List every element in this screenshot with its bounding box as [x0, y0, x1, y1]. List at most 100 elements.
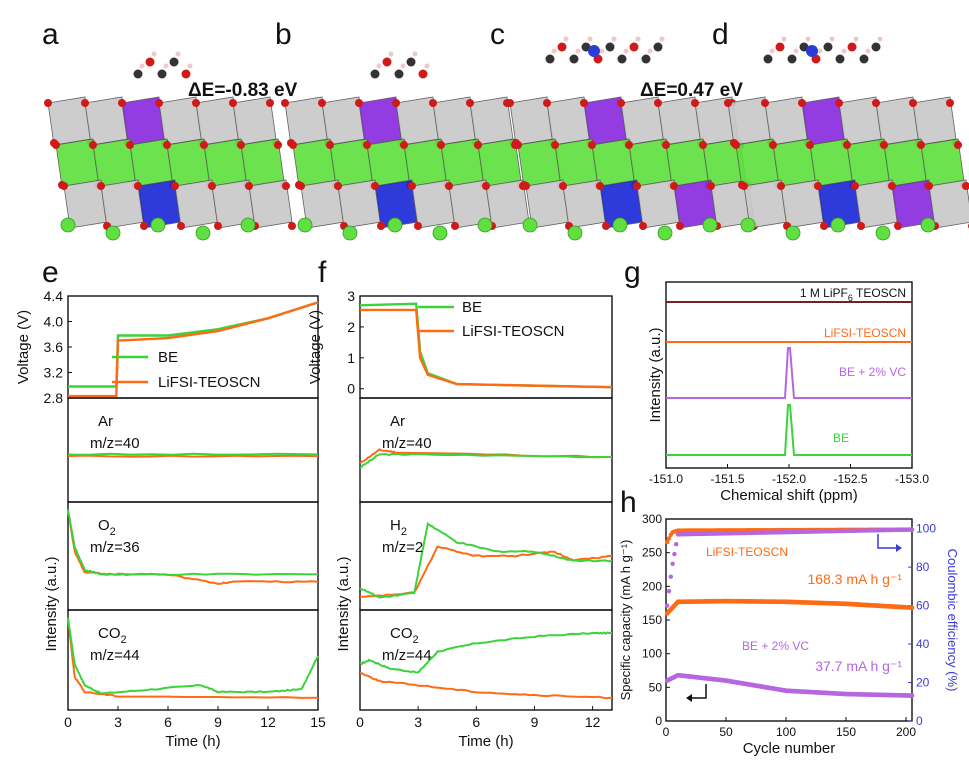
molecule-atom	[593, 54, 603, 64]
lithium-atom	[60, 217, 76, 233]
gas-mz-1: m/z=2	[382, 539, 423, 556]
lithium-atom	[702, 217, 718, 233]
oxygen-atom	[140, 222, 148, 230]
oxygen-atom	[806, 141, 814, 149]
legend-label-lifsi: LiFSI-TEOSCN	[462, 323, 565, 340]
oxygen-atom	[857, 222, 865, 230]
oxygen-atom	[177, 222, 185, 230]
spectrum-line-3	[666, 404, 912, 456]
capacity-point	[909, 605, 915, 611]
x-tick-label: 0	[64, 714, 72, 730]
nitrogen-atom	[806, 45, 818, 57]
oxygen-atom	[445, 182, 453, 190]
oxygen-atom	[894, 222, 902, 230]
oxygen-atom	[522, 182, 530, 190]
label-rest: TEOSCN	[853, 286, 906, 300]
molecule-atom	[370, 69, 380, 79]
x-tick-label: 12	[260, 714, 276, 730]
molecule-atom	[641, 54, 651, 64]
gas-line-be	[359, 452, 612, 469]
lithium-atom	[567, 225, 583, 241]
molecule-atom	[787, 54, 797, 64]
oxygen-atom	[880, 141, 888, 149]
molecule-atom	[763, 54, 773, 64]
oxygen-atom	[429, 99, 437, 107]
hydrogen-atom	[865, 48, 871, 54]
oxygen-atom	[769, 141, 777, 149]
oxygen-atom	[625, 141, 633, 149]
oxygen-atom	[732, 141, 740, 149]
x-tick-label: 6	[472, 714, 480, 730]
oxygen-atom	[482, 182, 490, 190]
subscript: 6	[848, 293, 853, 303]
oxygen-atom	[543, 99, 551, 107]
molecule-atom	[617, 54, 627, 64]
oxygen-atom	[820, 222, 828, 230]
lithium-atom	[740, 217, 756, 233]
lithium-atom	[297, 217, 313, 233]
legend-label-be: BE	[462, 299, 482, 316]
arrow-left-axis	[692, 684, 707, 699]
arrow-head-left	[686, 694, 692, 702]
oxygen-atom	[662, 141, 670, 149]
molecule-atom	[859, 54, 869, 64]
oxygen-atom	[377, 222, 385, 230]
oxygen-atom	[909, 99, 917, 107]
oxygen-atom	[691, 99, 699, 107]
oxygen-atom	[237, 141, 245, 149]
left-tick-label: 150	[642, 613, 662, 627]
panel-h-chart: 0 50 100 150 200 250 300 0 20 40 60 80 100 0 50 100 150 2…	[618, 512, 960, 757]
lithium-atom	[477, 217, 493, 233]
molecule-atom	[581, 42, 591, 52]
oxygen-atom	[814, 182, 822, 190]
voltage-tick-label: 4.0	[44, 314, 64, 330]
x-tick-label: 100	[776, 725, 796, 739]
hydrogen-atom	[781, 36, 787, 42]
hydrogen-atom	[829, 36, 835, 42]
hydrogen-atom	[853, 36, 859, 42]
oxygen-atom	[580, 99, 588, 107]
x-tick-label: -153.0	[895, 472, 929, 486]
oxygen-atom	[214, 222, 222, 230]
molecule-atom	[406, 57, 416, 67]
spectrum-label-1: LiFSI-TEOSCN	[824, 326, 906, 340]
delta-e-cd: ΔE=0.47 eV	[640, 80, 743, 101]
right-tick-label: 40	[916, 637, 930, 651]
gas-line-be	[359, 631, 613, 674]
molecule-atom	[605, 42, 615, 52]
panel-letter-e: e	[42, 256, 59, 289]
molecule-atom	[557, 42, 567, 52]
gas-name-0: Ar	[390, 413, 405, 430]
oxygen-atom	[451, 222, 459, 230]
adsorbed-molecule	[133, 51, 193, 79]
oxygen-atom	[200, 141, 208, 149]
oxygen-atom	[60, 182, 68, 190]
molecule-atom	[653, 42, 663, 52]
hydrogen-atom	[635, 36, 641, 42]
oxygen-atom	[602, 222, 610, 230]
oxygen-atom	[363, 141, 371, 149]
molecule-atom	[169, 57, 179, 67]
nitrogen-atom	[588, 45, 600, 57]
oxygen-atom	[835, 99, 843, 107]
oxygen-atom	[192, 99, 200, 107]
oxygen-atom	[400, 141, 408, 149]
gas-line-lifsi	[67, 454, 319, 458]
oxygen-atom	[670, 182, 678, 190]
x-tick-label: 3	[414, 714, 422, 730]
lithium-atom	[657, 225, 673, 241]
molecule-atom	[775, 42, 785, 52]
lithium-atom	[342, 225, 358, 241]
octahedron	[928, 179, 969, 229]
gas-mz-0: m/z=40	[382, 435, 432, 452]
left-tick-label: 200	[642, 579, 662, 593]
oxygen-atom	[843, 141, 851, 149]
x-tick-label: 9	[214, 714, 222, 730]
hydrogen-atom	[769, 48, 775, 54]
gas-name-1: O2	[98, 517, 116, 538]
x-tick-label: -152.5	[833, 472, 867, 486]
lithium-atom	[432, 225, 448, 241]
voltage-line-lifsi	[68, 301, 319, 398]
right-tick-label: 100	[916, 522, 936, 536]
hydrogen-atom	[877, 36, 883, 42]
